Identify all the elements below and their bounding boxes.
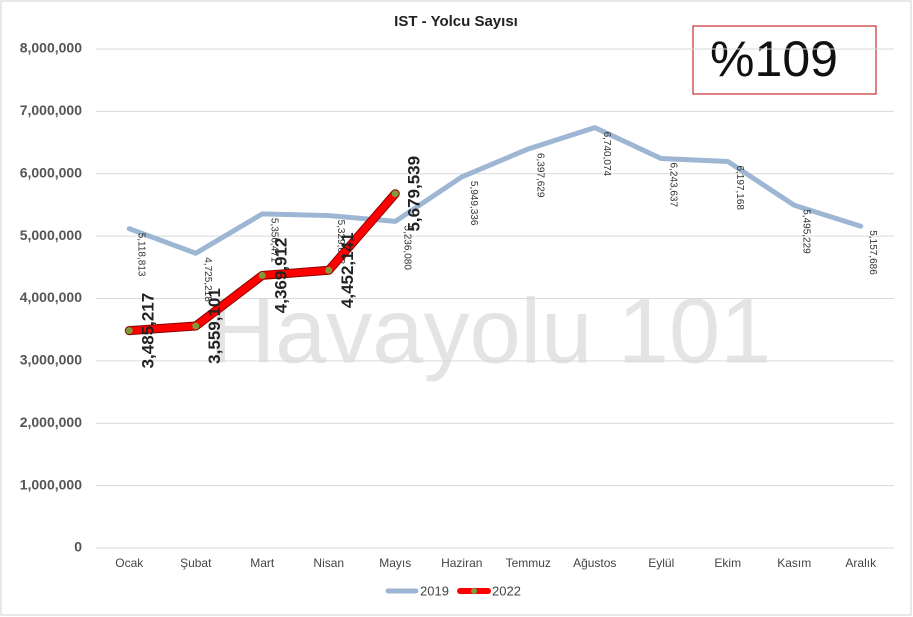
value-label: 6,740,074: [601, 132, 612, 177]
x-tick-label: Ocak: [115, 556, 144, 570]
y-tick-label: 6,000,000: [20, 164, 82, 180]
y-tick-label: 8,000,000: [20, 40, 82, 56]
legend-label: 2019: [420, 583, 449, 598]
value-label: 5,157,686: [867, 230, 878, 275]
y-tick-label: 2,000,000: [20, 414, 82, 430]
annotation-box: [692, 25, 877, 95]
value-label: 6,197,168: [734, 165, 745, 210]
value-label: 5,118,813: [136, 233, 147, 277]
x-tick-label: Aralık: [845, 556, 877, 570]
x-tick-label: Şubat: [180, 556, 212, 570]
x-tick-label: Kasım: [777, 556, 811, 570]
value-label: 3,485,217: [139, 293, 158, 369]
y-tick-label: 5,000,000: [20, 227, 82, 243]
watermark: Havayolu 101: [209, 280, 772, 382]
value-label: 3,559,101: [205, 288, 224, 364]
marker: [192, 322, 200, 330]
chart-title: IST - Yolcu Sayısı: [394, 13, 518, 30]
y-tick-label: 7,000,000: [20, 102, 82, 118]
marker: [391, 190, 399, 198]
value-label: 6,397,629: [535, 153, 546, 198]
x-tick-label: Ağustos: [573, 556, 616, 570]
x-tick-label: Nisan: [313, 556, 344, 570]
marker: [325, 266, 333, 274]
marker: [258, 271, 266, 279]
value-label: 5,356,471: [269, 218, 280, 263]
y-tick-label: 4,000,000: [20, 289, 82, 305]
value-label: 5,329,652: [335, 220, 346, 265]
legend-marker: [471, 588, 477, 594]
value-label: 4,452,141: [338, 232, 357, 308]
legend-label: 2022: [492, 583, 521, 598]
x-tick-label: Ekim: [714, 556, 741, 570]
x-tick-label: Mayıs: [379, 556, 411, 570]
x-tick-label: Eylül: [648, 556, 674, 570]
value-label: 6,243,637: [668, 163, 679, 208]
x-tick-label: Mart: [250, 556, 275, 570]
value-label: 5,236,080: [402, 225, 413, 270]
value-label: 5,679,539: [405, 156, 424, 232]
value-label: 5,495,229: [801, 209, 812, 254]
value-label: 4,725,218: [202, 257, 213, 302]
marker: [125, 327, 133, 335]
series-line: [126, 125, 864, 256]
annotation: %109: [710, 31, 838, 87]
x-tick-label: Haziran: [441, 556, 482, 570]
y-tick-label: 3,000,000: [20, 352, 82, 368]
y-tick-label: 0: [74, 539, 82, 555]
value-label: 4,369,912: [272, 238, 291, 314]
value-label: 5,949,336: [468, 181, 479, 226]
y-tick-label: 1,000,000: [20, 476, 82, 492]
x-tick-label: Temmuz: [506, 556, 551, 570]
